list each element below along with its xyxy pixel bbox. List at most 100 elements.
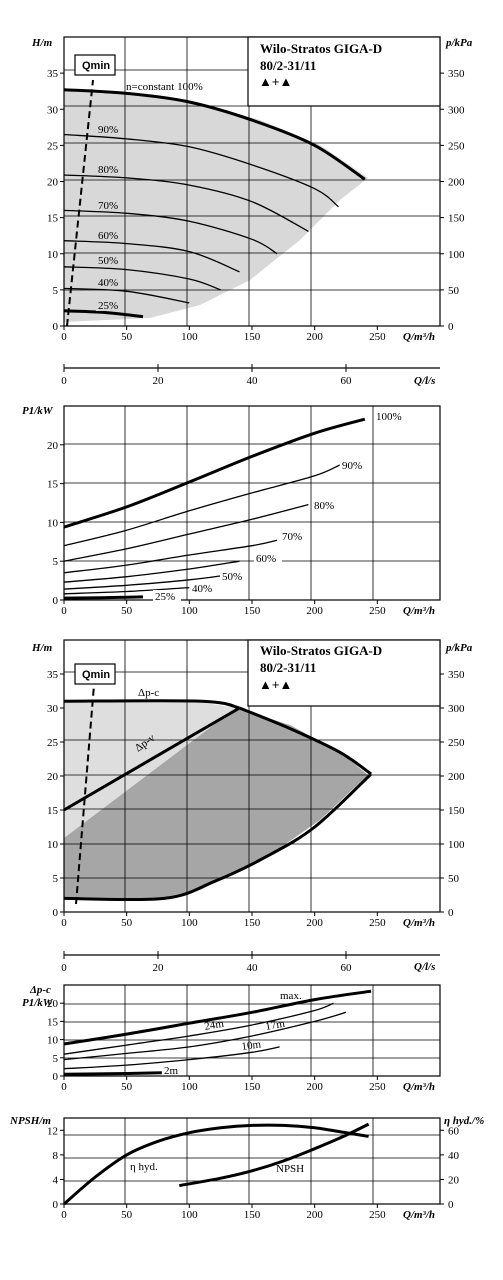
curve-label-bg [96,199,124,211]
ls-tick-label: 40 [247,962,259,974]
x-tick-label: 100 [181,331,198,343]
series-line-50- [63,266,221,291]
curve-label-bg [340,459,368,471]
series-line--hyd- [63,1123,369,1206]
ticks-3: 0 50 100 150 200 2500510152025303505010015020… [47,669,465,929]
x-tick-label: 200 [306,917,323,929]
x-tick-label: 0 [61,917,67,929]
curve-label-5: 50% [98,255,118,267]
x-tick-label: 250 [369,1209,386,1221]
series-line-min [63,772,373,902]
curve-label-7: 25% [98,300,118,312]
y-tick-label: 15 [47,805,59,817]
dpc-curve-label-3: 10m [241,1038,262,1053]
series-line-40- [63,287,190,304]
y-tick-label: 0 [53,595,59,607]
series-line--p-c [63,699,240,710]
curve-label-2: 80% [98,164,118,176]
grid-4 [64,985,440,1076]
y-tick-label: 0 [53,907,59,919]
p1-curve-label-6: 40% [192,583,212,595]
dpv-area-shading [64,708,368,899]
curve-label-bg [153,590,181,602]
frame-2 [63,405,441,601]
y-tick-label: 20 [47,998,59,1010]
pump-symbols-1: ▲+▲ [259,74,292,89]
frame-5 [63,1117,441,1205]
x-tick-label: 0 [61,1209,67,1221]
y-tick-label: 30 [47,104,59,116]
curves-1: n=constant 100% 90% 80% 70% 60% 50% 40% 25% [63,81,366,319]
x-tick-label: 150 [244,331,261,343]
curve-label-bg [96,163,124,175]
x-tick-label: 150 [244,1209,261,1221]
series-line-50- [63,575,221,590]
ls-tick-label: 20 [153,375,165,387]
x-tick-label: 250 [369,331,386,343]
y-tick-label: 25 [47,140,59,152]
pump-symbols-3: ▲+▲ [259,677,292,692]
grid-3 [64,640,440,912]
curve-label-bg [280,530,308,542]
y2-tick-label: 350 [448,68,465,80]
qmin-label-1: Qmin [82,60,110,72]
y-tick-label: 5 [53,556,59,568]
y-tick-label: 10 [47,249,59,261]
series-line-60- [63,240,240,273]
y-tick-label: 10 [47,1035,59,1047]
y-axis-label-3: H/m [31,642,53,654]
chart-title-1: Wilo-Stratos GIGA-D [260,41,382,56]
curve-label-bg [312,499,340,511]
ls-axis-label-1: Q/l/s [414,375,435,387]
chart-title-3: Wilo-Stratos GIGA-D [260,643,382,658]
p1-curve-label-0: 100% [376,411,402,423]
y-tick-label: 20 [47,440,59,452]
series-line-n-constant-100- [63,88,366,181]
ticks-1: 0 50 100 150 200 2500510152025303505010015020… [47,68,465,343]
qmin-line-1 [66,79,94,327]
y2-tick-label: 0 [448,321,454,333]
curve-label-6: 40% [98,277,118,289]
y-tick-label: 15 [47,479,59,491]
x-tick-label: 100 [181,917,198,929]
y-tick-label: 5 [53,285,59,297]
panel-h-q-dp: Δp-cΔp-v Qmin Wilo-Stratos GIGA-D 80/2-3… [31,639,473,929]
ls-tick-label: 60 [341,962,353,974]
chart-subtitle-3: 80/2-31/11 [260,660,316,675]
curve-label-bg [254,552,282,564]
x-tick-label: 0 [61,331,67,343]
ls-axis-label-2: Q/l/s [414,961,435,973]
qmin-box-1 [74,54,116,76]
y-axis-label-bottom-4: P1/kW [22,997,54,1009]
y2-tick-label: 100 [448,249,465,261]
series-line-90- [63,133,339,208]
y-axis-label-5: NPSH/m [9,1115,51,1127]
y-tick-label: 0 [53,321,59,333]
x-tick-label: 200 [306,605,323,617]
x-tick-label: 150 [244,917,261,929]
y2-tick-label: 100 [448,839,465,851]
y-axis-label-top-4: Δp-c [29,984,51,996]
title-box-3 [247,639,441,707]
y2-tick-label: 40 [448,1150,460,1162]
y-tick-label: 35 [47,68,59,80]
p1-curve-label-5: 50% [222,571,242,583]
y2-tick-label: 200 [448,771,465,783]
series-line-25- [63,309,144,319]
qmin-line-3 [75,684,95,905]
dpc-label: Δp-c [138,687,159,699]
curves-2: 100% 90% 80% 70% 60% 50% 40% 25% [63,410,410,603]
x-tick-label: 100 [181,605,198,617]
x-tick-label: 150 [244,605,261,617]
ls-ticks-1: 0 20 40 60 [61,364,352,387]
y-tick-label: 5 [53,1053,59,1065]
dpc-curve-label-0: max. [280,990,302,1002]
series-line-70- [63,539,278,574]
series-line-max [238,706,372,776]
ticks-5: 0 50 100 150 200 250 0 4 8 12 0 20 40 60 [47,1125,460,1221]
x-axis-label-1: Q/m³/h [403,331,435,343]
curve-label-bg [96,276,124,288]
y-tick-label: 4 [53,1174,59,1186]
